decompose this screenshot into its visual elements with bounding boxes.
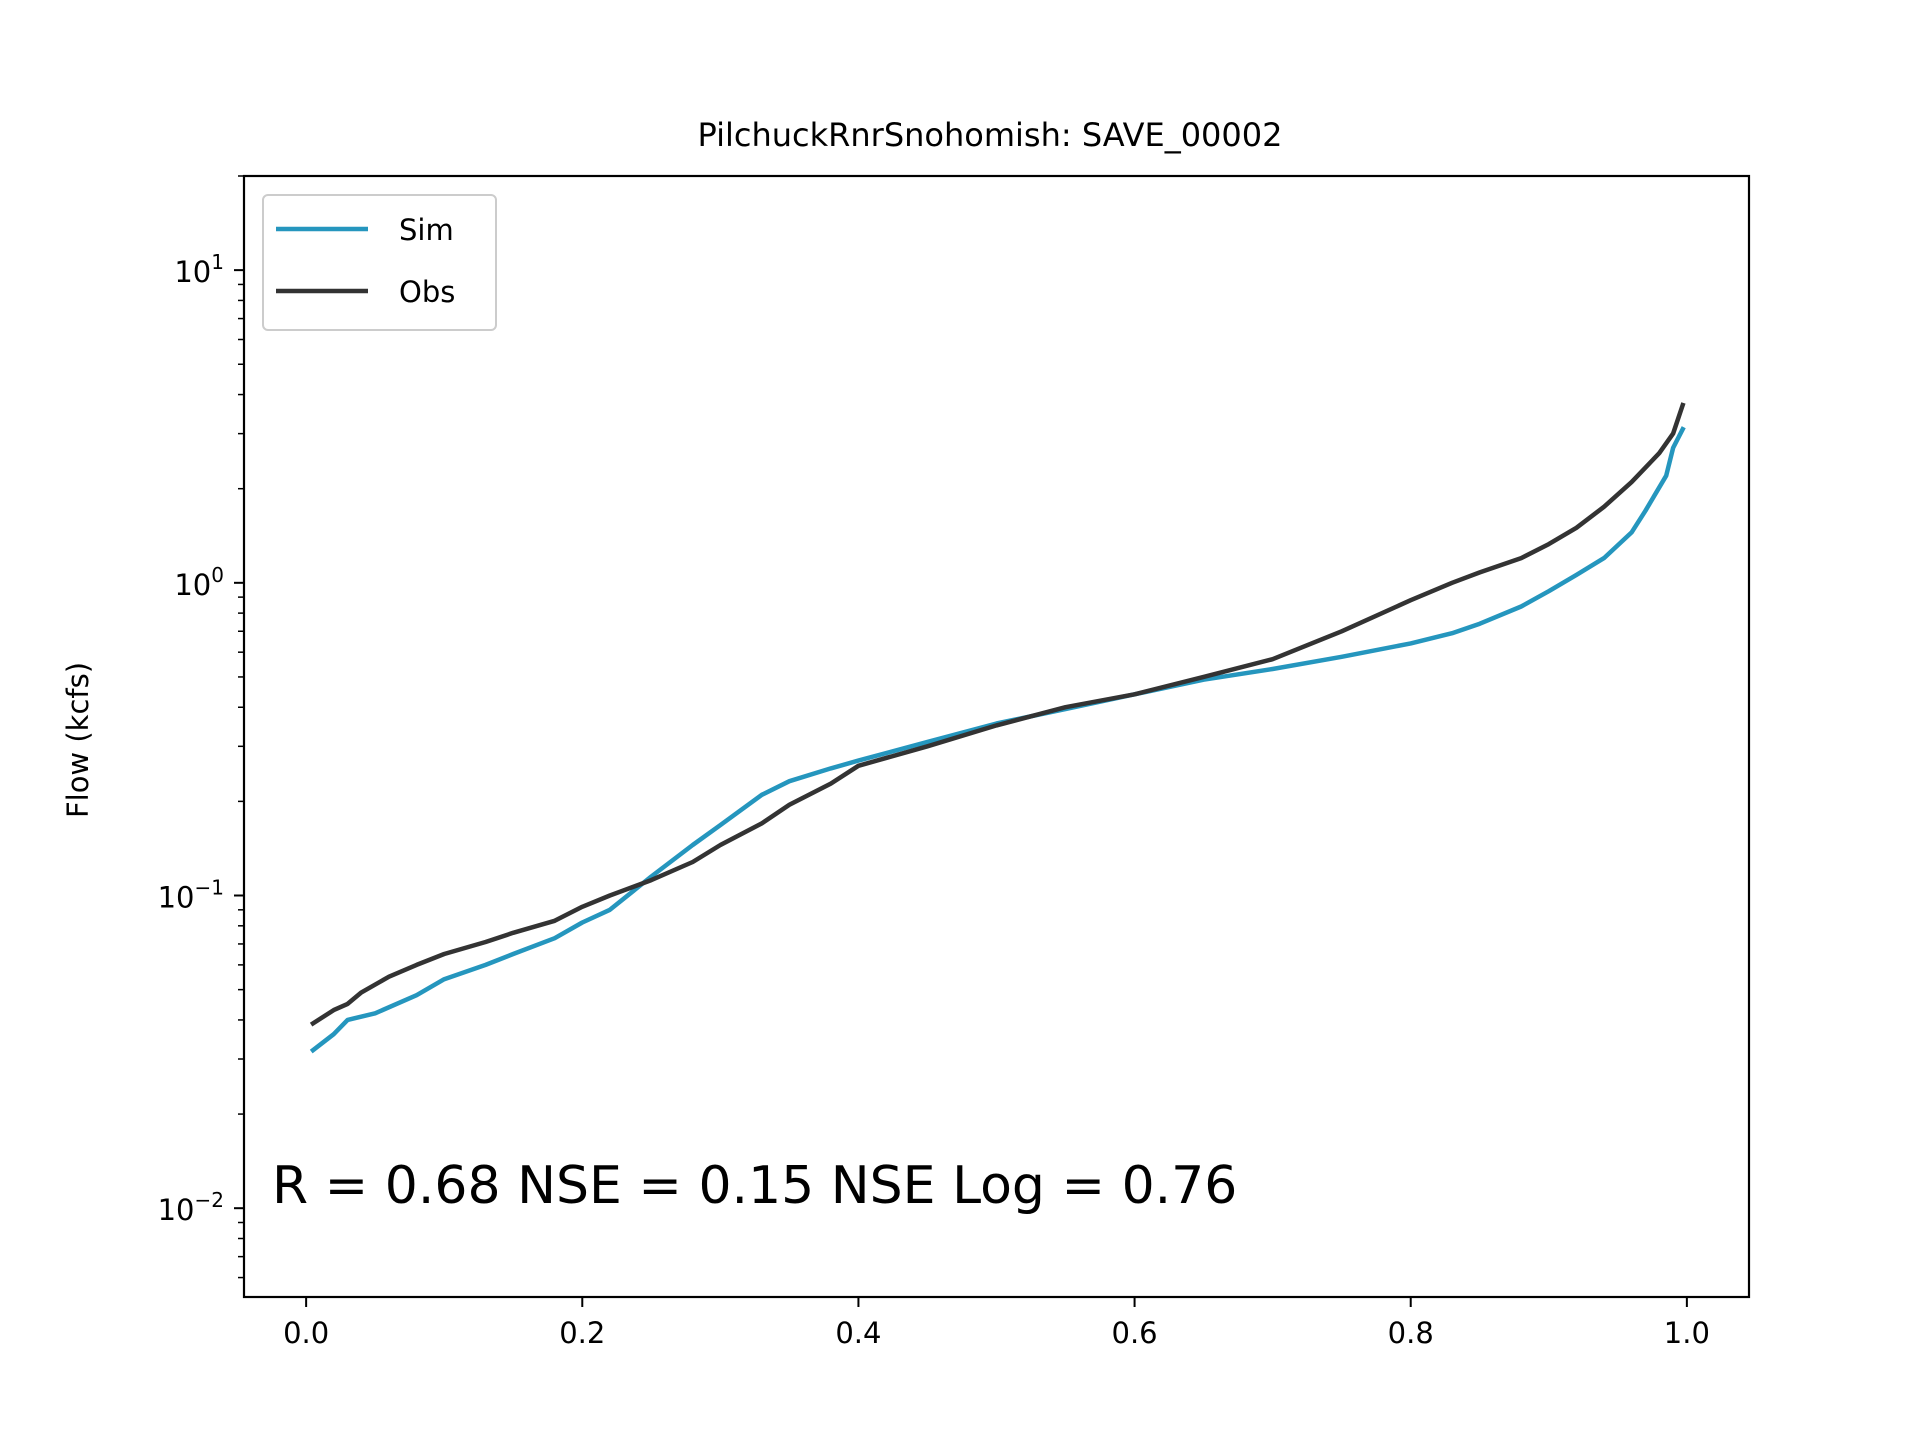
series-layer (309, 402, 1686, 1054)
y-tick-label: 10−1 (158, 876, 224, 915)
x-tick-label: 0.0 (283, 1316, 329, 1350)
x-tick-label: 0.4 (835, 1316, 881, 1350)
y-tick-label: 101 (174, 250, 224, 289)
y-axis-label: Flow (kcfs) (61, 662, 95, 818)
legend-sim-label: Sim (399, 213, 454, 247)
x-tick-label: 0.8 (1388, 1316, 1434, 1350)
metrics-annotation: R = 0.68 NSE = 0.15 NSE Log = 0.76 (272, 1156, 1237, 1216)
x-tick-label: 0.2 (559, 1316, 605, 1350)
y-tick-label: 100 (174, 563, 224, 602)
series-line-obs (309, 402, 1686, 1027)
legend: Sim Obs (262, 194, 497, 331)
legend-obs-label: Obs (399, 275, 455, 309)
x-tick-label: 1.0 (1664, 1316, 1710, 1350)
legend-box (262, 194, 497, 331)
y-tick-label: 10−2 (158, 1188, 224, 1227)
plot-frame (242, 174, 1751, 1299)
x-tick-label: 0.6 (1112, 1316, 1158, 1350)
axes-layer: 0.0 0.2 0.4 0.6 0.8 1.0 10−2 10−1 100 101 (158, 175, 1710, 1350)
series-line-sim (309, 426, 1686, 1054)
chart-title: PilchuckRnrSnohomish: SAVE_00002 (698, 116, 1283, 154)
